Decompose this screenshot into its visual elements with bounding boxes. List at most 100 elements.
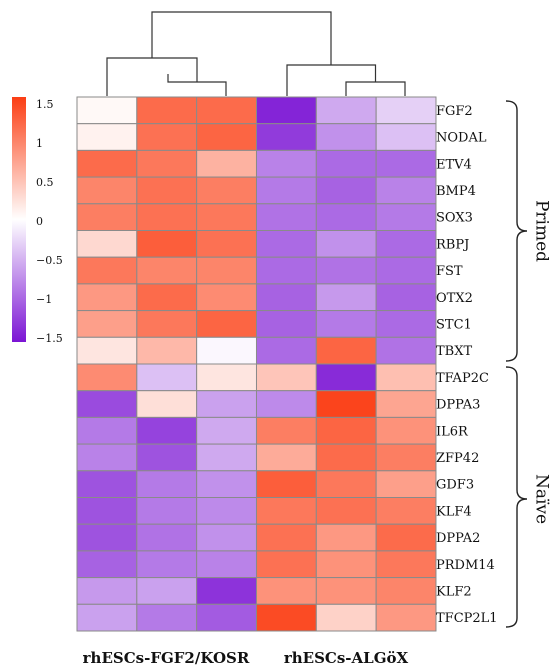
color-scale-tick-label: 0 — [36, 215, 43, 228]
heatmap-cell — [315, 256, 377, 285]
color-scale-tick-label: 1.5 — [36, 98, 54, 111]
row-group-label-primed: Primed — [532, 200, 550, 262]
column-group-label-algox: rhESCs-ALGöX — [284, 649, 409, 667]
heatmap-cell — [375, 283, 437, 312]
color-scale-tick-label: −1.5 — [36, 332, 63, 345]
heatmap-cell — [136, 363, 198, 392]
heatmap-cell — [76, 497, 138, 525]
gene-label: ZFP42 — [436, 451, 479, 466]
heatmap-cell — [315, 390, 377, 418]
heatmap-cell — [375, 390, 437, 418]
heatmap-cell — [196, 523, 257, 552]
primed-bracket — [505, 100, 528, 362]
gene-label: KLF2 — [436, 584, 472, 599]
heatmap-cell — [196, 603, 257, 632]
heatmap-cell — [255, 149, 317, 178]
heatmap-cell — [375, 603, 437, 632]
heatmap-cell — [315, 603, 377, 632]
heatmap-cell — [136, 149, 198, 178]
heatmap-cell — [76, 149, 138, 178]
heatmap-cell — [255, 336, 317, 365]
heatmap-cell — [255, 390, 317, 418]
heatmap-cell — [255, 176, 317, 205]
gene-label: ETV4 — [436, 157, 472, 172]
heatmap-cell — [375, 96, 437, 125]
heatmap-cell — [196, 230, 257, 258]
heatmap-cell — [196, 550, 257, 579]
heatmap-cell — [136, 176, 198, 205]
gene-label: DPPA2 — [436, 531, 480, 546]
heatmap-cell — [76, 203, 138, 232]
heatmap-cell — [375, 123, 437, 151]
gene-label: IL6R — [436, 424, 469, 439]
dendrogram-branch — [151, 11, 332, 65]
color-scale-legend: 1.5 1 0.5 0 −0.5 −1 −1.5 — [12, 97, 63, 345]
column-group-label-fgf2-kosr: rhESCs-FGF2/KOSR — [83, 649, 250, 667]
heatmap-cell — [76, 283, 138, 312]
color-scale-tick-label: 1 — [36, 137, 43, 150]
gene-label: TFCP2L1 — [436, 611, 498, 626]
heatmap-cell — [315, 176, 377, 205]
heatmap-cell — [196, 96, 257, 125]
heatmap-cell — [255, 256, 317, 285]
heatmap-cell — [315, 416, 377, 445]
gene-label: FGF2 — [436, 104, 473, 119]
heatmap-cell — [255, 203, 317, 232]
heatmap-cell — [255, 283, 317, 312]
heatmap-cell — [136, 577, 198, 605]
heatmap-cell — [136, 310, 198, 338]
gene-label: FST — [436, 264, 463, 279]
heatmap-cell — [136, 603, 198, 632]
heatmap-cell — [315, 363, 377, 392]
heatmap-cell — [136, 203, 198, 232]
heatmap-cell — [196, 336, 257, 365]
color-scale-tick-label: −0.5 — [36, 254, 63, 267]
column-dendrogram — [106, 11, 406, 96]
gene-label: PRDM14 — [436, 558, 495, 573]
heatmap-cell — [255, 577, 317, 605]
heatmap-cell — [136, 123, 198, 151]
heatmap-cell — [76, 470, 138, 498]
heatmap-cell — [136, 283, 198, 312]
row-group-brackets — [505, 100, 528, 628]
gene-label: STC1 — [436, 317, 472, 332]
heatmap-cell — [196, 416, 257, 445]
heatmap-cell — [76, 443, 138, 472]
heatmap-cell — [375, 336, 437, 365]
heatmap-cell — [76, 230, 138, 258]
heatmap-cell — [375, 149, 437, 178]
gene-label: GDF3 — [436, 478, 474, 493]
heatmap-cell — [136, 523, 198, 552]
heatmap-cell — [196, 123, 257, 151]
heatmap-cell — [196, 283, 257, 312]
gene-label: TFAP2C — [436, 371, 489, 386]
heatmap-cell — [255, 310, 317, 338]
heatmap-cell — [76, 550, 138, 579]
heatmap-cell — [196, 577, 257, 605]
color-scale-tick-label: 0.5 — [36, 176, 54, 189]
heatmap-cell — [375, 230, 437, 258]
gene-label: SOX3 — [436, 211, 473, 226]
heatmap-cell — [315, 336, 377, 365]
heatmap-cell — [196, 149, 257, 178]
gene-label: KLF4 — [436, 504, 472, 519]
gene-label: DPPA3 — [436, 398, 480, 413]
heatmap-cell — [315, 283, 377, 312]
heatmap-cell — [255, 363, 317, 392]
dendrogram-branch — [286, 64, 377, 96]
heatmap-cell — [375, 256, 437, 285]
heatmap-cell — [196, 390, 257, 418]
heatmap-cell — [255, 96, 317, 125]
gene-labels: FGF2 NODAL ETV4 BMP4 SOX3 RBPJ FST OTX2 STC1 TBXT… — [436, 104, 498, 626]
heatmap-cell — [375, 310, 437, 338]
gene-label: BMP4 — [436, 184, 476, 199]
heatmap-cell — [196, 470, 257, 498]
heatmap-cell — [76, 123, 138, 151]
heatmap-cell — [375, 176, 437, 205]
heatmap-cell — [196, 176, 257, 205]
heatmap-cell — [196, 443, 257, 472]
heatmap-cell — [315, 149, 377, 178]
heatmap-cell — [76, 256, 138, 285]
heatmap-cell — [315, 497, 377, 525]
